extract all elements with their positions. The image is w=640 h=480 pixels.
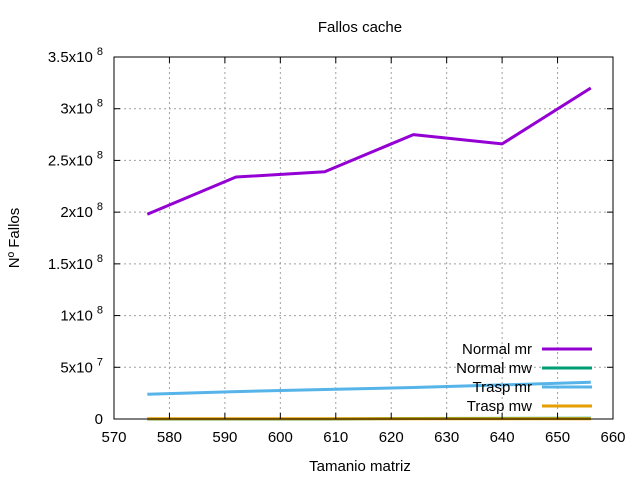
- chart-title: Fallos cache: [318, 19, 402, 36]
- legend: Normal mr Normal mw Trasp mr Trasp mw: [456, 341, 592, 415]
- y-tick-label: 2.5x10 8: [48, 149, 103, 169]
- x-axis-label: Tamanio matriz: [309, 458, 411, 475]
- x-tick-label: 620: [379, 429, 404, 446]
- y-tick-label: 5x10 7: [60, 356, 103, 376]
- legend-label: Normal mw: [456, 360, 532, 377]
- y-tick-label: 3.5x10 8: [48, 46, 103, 66]
- grid: [114, 57, 613, 419]
- x-tick-label: 610: [323, 429, 348, 446]
- y-tick-label: 3x10 8: [60, 98, 103, 118]
- x-tick-label: 630: [434, 429, 459, 446]
- plot-frame: [113, 56, 614, 420]
- y-axis-label: Nº Fallos: [6, 208, 23, 269]
- x-tick-label: 660: [600, 429, 625, 446]
- y-tick-label: 2x10 8: [60, 201, 103, 221]
- y-tick-label: 1x10 8: [60, 305, 103, 325]
- series-line: [146, 86, 592, 216]
- x-tick-label: 590: [212, 429, 237, 446]
- axis-ticks: 570 580 590 600 610 620 630 640 650 660 0 5x10 7 1x10…: [48, 46, 626, 446]
- legend-label: Trasp mw: [467, 398, 532, 415]
- legend-label: Normal mr: [462, 341, 532, 358]
- series-line: [147, 380, 591, 396]
- x-tick-label: 650: [545, 429, 570, 446]
- x-tick-label: 640: [490, 429, 515, 446]
- legend-label: Trasp mr: [473, 379, 532, 396]
- x-tick-label: 570: [101, 429, 126, 446]
- x-tick-label: 580: [157, 429, 182, 446]
- y-tick-label: 0: [95, 411, 103, 428]
- x-tick-label: 600: [268, 429, 293, 446]
- y-tick-label: 1.5x10 8: [48, 253, 103, 273]
